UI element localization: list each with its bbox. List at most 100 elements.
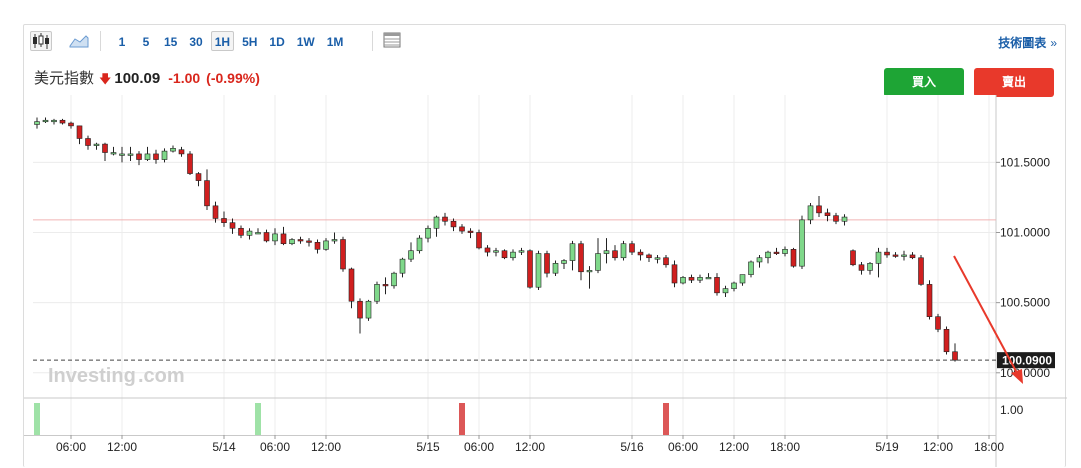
chart-grid bbox=[24, 95, 1067, 467]
candle bbox=[323, 238, 329, 251]
chart-toolbar: 1 5 15 30 1H 5H 1D 1W 1M 技術圖表» bbox=[24, 25, 1065, 58]
candle bbox=[416, 235, 423, 254]
candle bbox=[705, 273, 712, 280]
candle-body bbox=[255, 232, 261, 235]
candle-body bbox=[416, 237, 423, 252]
candle-body bbox=[323, 240, 329, 250]
interval-button-1[interactable]: 1 bbox=[118, 35, 126, 49]
volume-bar bbox=[255, 403, 261, 435]
interval-button-1h[interactable]: 1H bbox=[210, 31, 235, 51]
candle bbox=[314, 239, 321, 254]
candle-body bbox=[569, 243, 576, 261]
candle bbox=[204, 169, 210, 211]
candle bbox=[569, 240, 576, 271]
candle-body bbox=[612, 250, 618, 259]
candle-body bbox=[331, 239, 338, 242]
current-price-label: 100.0900 bbox=[1002, 354, 1052, 368]
candle bbox=[102, 142, 108, 161]
candle bbox=[875, 247, 882, 278]
candle-body bbox=[68, 122, 74, 127]
technical-chart-link[interactable]: 技術圖表» bbox=[998, 34, 1057, 51]
candle bbox=[127, 146, 134, 161]
candle-body bbox=[433, 216, 440, 229]
candle-body bbox=[722, 288, 729, 294]
candle-body bbox=[935, 316, 941, 330]
candle bbox=[637, 249, 644, 261]
candle-body bbox=[314, 242, 321, 250]
candle-body bbox=[527, 250, 533, 288]
candle bbox=[773, 247, 780, 255]
sell-button[interactable]: 賣出 bbox=[974, 68, 1054, 97]
candle bbox=[85, 135, 91, 150]
candle bbox=[459, 224, 465, 234]
time-tick-label: 5/19 bbox=[875, 440, 899, 454]
price-tick-label: 101.5000 bbox=[1000, 155, 1050, 169]
time-tick-label: 12:00 bbox=[719, 440, 749, 454]
candle-body bbox=[144, 153, 151, 160]
candle-body bbox=[790, 249, 797, 267]
time-tick-label: 5/16 bbox=[620, 440, 644, 454]
time-tick-label: 12:00 bbox=[923, 440, 953, 454]
candle-body bbox=[289, 239, 295, 245]
interval-button-5h[interactable]: 5H bbox=[242, 35, 258, 49]
candle bbox=[858, 261, 865, 275]
candle bbox=[144, 146, 151, 161]
interval-button-1w[interactable]: 1W bbox=[296, 35, 315, 49]
candle-body bbox=[170, 148, 176, 152]
candle bbox=[629, 240, 635, 255]
candle bbox=[722, 285, 729, 298]
candle bbox=[246, 228, 253, 240]
candle bbox=[680, 275, 686, 285]
candle-body bbox=[816, 205, 822, 214]
quote-header: 美元指數 🡇 100.09 -1.00 (-0.99%) bbox=[34, 67, 260, 87]
candle bbox=[42, 117, 49, 124]
technical-chart-label: 技術圖表 bbox=[998, 36, 1047, 50]
candle-body bbox=[561, 260, 567, 264]
candle-body bbox=[663, 257, 669, 266]
candlestick-series bbox=[34, 117, 958, 362]
candle-body bbox=[765, 251, 771, 259]
candle-body bbox=[85, 138, 91, 146]
interval-button-15[interactable]: 15 bbox=[164, 35, 178, 49]
candle-body bbox=[76, 125, 83, 139]
candle bbox=[221, 211, 227, 227]
area-chart-icon[interactable] bbox=[68, 31, 90, 51]
candle bbox=[544, 250, 550, 278]
price-chart: Investing .com 100.0900 101.5000101.00001… bbox=[24, 95, 1067, 467]
candle-body bbox=[824, 212, 831, 216]
candle bbox=[518, 247, 525, 255]
candle bbox=[926, 280, 933, 320]
candle bbox=[136, 151, 142, 166]
candle-body bbox=[858, 264, 865, 271]
candle-body bbox=[212, 205, 219, 219]
candlestick-icon[interactable] bbox=[30, 31, 52, 51]
candle bbox=[935, 313, 941, 333]
candle bbox=[697, 274, 703, 283]
interval-button-1m[interactable]: 1M bbox=[326, 35, 344, 49]
candle bbox=[501, 249, 508, 260]
candle bbox=[739, 274, 746, 286]
interval-button-30[interactable]: 30 bbox=[189, 35, 203, 49]
interval-button-1d[interactable]: 1D bbox=[269, 35, 285, 49]
candle bbox=[731, 281, 737, 292]
time-tick-label: 06:00 bbox=[668, 440, 698, 454]
candle bbox=[272, 228, 278, 246]
candle bbox=[765, 250, 771, 264]
candle bbox=[178, 146, 185, 157]
interval-button-5[interactable]: 5 bbox=[142, 35, 150, 49]
candle bbox=[603, 238, 610, 264]
candle bbox=[476, 229, 482, 250]
candle-body bbox=[204, 180, 210, 207]
annotation-arrow-head bbox=[1011, 369, 1023, 384]
candle bbox=[510, 249, 516, 261]
candle-body bbox=[756, 257, 763, 263]
candle-body bbox=[34, 121, 40, 125]
buy-button[interactable]: 買入 bbox=[884, 68, 964, 97]
candle-body bbox=[714, 277, 720, 294]
volume-tick-label: 1.00 bbox=[1000, 403, 1024, 417]
volume-pane: 1.00 bbox=[34, 403, 1024, 435]
candle bbox=[170, 145, 176, 153]
candle-body bbox=[884, 251, 890, 256]
instrument-name: 美元指數 bbox=[34, 70, 95, 87]
data-table-icon[interactable] bbox=[382, 31, 404, 51]
